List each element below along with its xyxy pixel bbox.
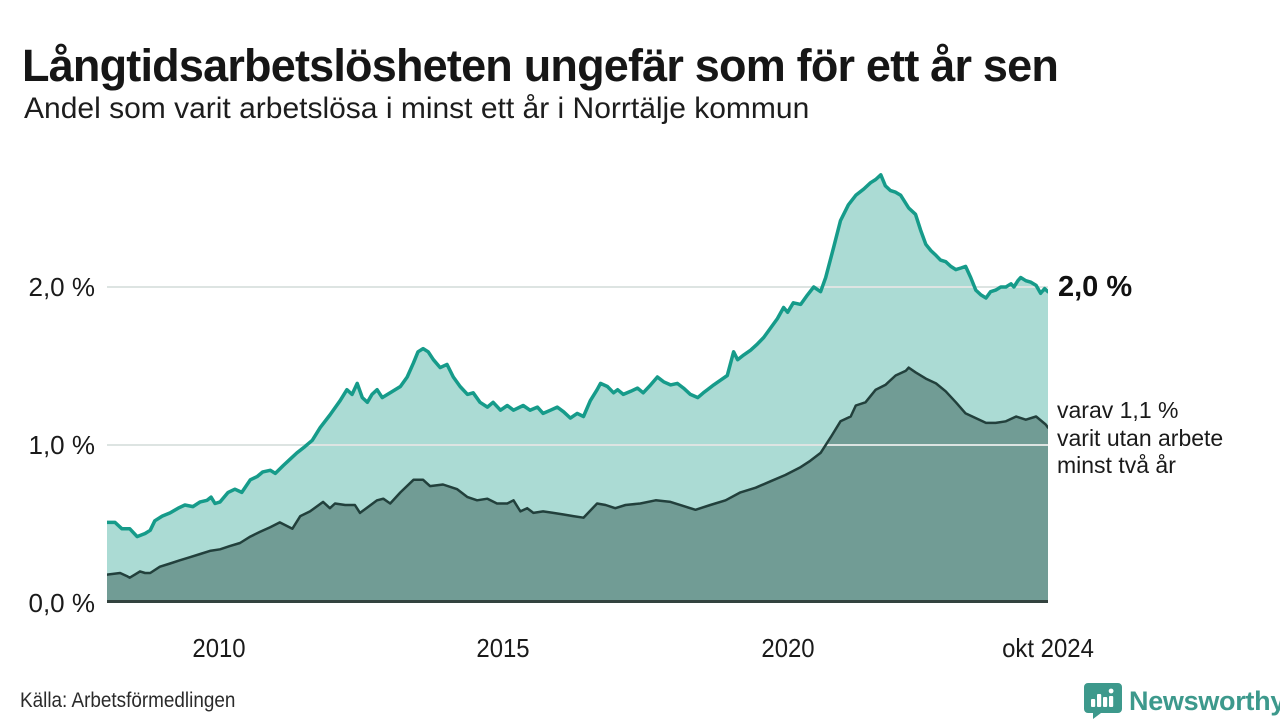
subset-series-annotation: varav 1,1 % varit utan arbete minst två … bbox=[1057, 397, 1223, 480]
x-axis-tick-2020: 2020 bbox=[760, 633, 815, 663]
subset-annotation-line-2: varit utan arbete bbox=[1057, 424, 1224, 451]
x-axis-tick-okt-2024: okt 2024 bbox=[1002, 633, 1094, 663]
series-line-1 bbox=[107, 366, 1048, 579]
y-axis-tick-2pct: 2,0 % bbox=[28, 271, 96, 302]
unemployment-area-chart bbox=[107, 173, 1048, 604]
subset-annotation-line-3: minst två år bbox=[1057, 452, 1176, 478]
y-axis-tick-0pct: 0,0 % bbox=[28, 588, 96, 618]
x-axis-tick-2015: 2015 bbox=[476, 633, 530, 663]
x-axis-tick-2010: 2010 bbox=[192, 633, 246, 663]
newsworthy-logo: Newsworthy bbox=[1084, 682, 1280, 720]
area-fill-series-0 bbox=[107, 174, 1048, 604]
series-end-value-label: 2,0 % bbox=[1058, 271, 1133, 303]
chart-title: Långtidsarbetslösheten ungefär som för e… bbox=[22, 40, 1059, 92]
chart-subtitle: Andel som varit arbetslösa i minst ett å… bbox=[24, 92, 810, 125]
series-line-0 bbox=[107, 173, 1048, 539]
source-credit: Källa: Arbetsförmedlingen bbox=[20, 689, 236, 712]
y-axis-tick-1pct: 1,0 % bbox=[28, 429, 96, 460]
newsworthy-bars-speech-bubble-icon bbox=[1084, 683, 1122, 719]
newsworthy-wordmark: Newsworthy bbox=[1129, 685, 1280, 716]
subset-annotation-line-1: varav 1,1 % bbox=[1057, 397, 1179, 423]
area-fill-series-1 bbox=[107, 367, 1048, 603]
